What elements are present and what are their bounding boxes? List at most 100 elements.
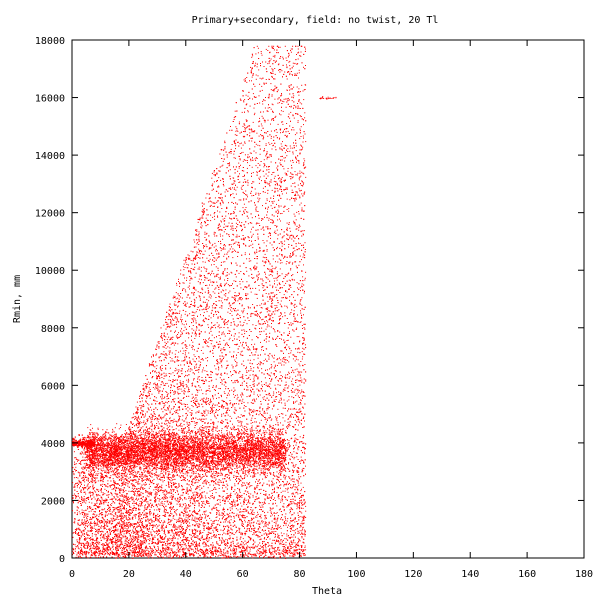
data-point (208, 539, 210, 541)
data-point (136, 526, 138, 528)
data-point (75, 463, 77, 465)
data-point (266, 523, 268, 525)
data-point (262, 502, 264, 504)
data-point (165, 368, 167, 370)
data-point (240, 480, 242, 482)
data-point (292, 509, 294, 511)
data-point (214, 197, 216, 199)
data-point (231, 489, 233, 490)
data-point (254, 313, 256, 315)
data-point (241, 310, 243, 312)
data-point (196, 363, 198, 365)
data-point (195, 320, 197, 322)
data-point (274, 146, 276, 148)
data-point (172, 515, 174, 517)
data-point (271, 548, 273, 550)
data-point (183, 259, 185, 261)
data-point (291, 413, 292, 415)
data-point (184, 391, 186, 393)
data-point (194, 333, 196, 335)
data-point (94, 439, 96, 441)
data-point (226, 410, 227, 412)
data-point (290, 147, 292, 149)
data-point (263, 501, 265, 503)
data-point (174, 398, 176, 400)
data-point (107, 504, 108, 506)
data-point (204, 513, 205, 515)
data-point (249, 520, 251, 522)
data-point (166, 539, 168, 541)
data-point (152, 557, 154, 559)
data-point (287, 97, 289, 99)
data-point (243, 405, 245, 407)
data-point (232, 427, 234, 429)
data-point (256, 66, 258, 68)
data-point (172, 543, 174, 545)
data-point (123, 526, 125, 527)
data-point (295, 434, 297, 436)
data-point (170, 542, 172, 544)
data-point (196, 234, 198, 236)
data-point (184, 552, 186, 554)
data-point (296, 400, 298, 402)
data-point (282, 390, 284, 392)
data-point (124, 539, 126, 541)
data-point (274, 305, 276, 306)
data-point (87, 480, 89, 482)
data-point (292, 370, 294, 372)
data-point (246, 286, 248, 288)
data-point (227, 280, 229, 281)
data-point (112, 459, 114, 461)
data-point (297, 552, 299, 554)
data-point (252, 55, 254, 57)
data-point (300, 189, 302, 191)
data-point (257, 536, 259, 538)
data-point (107, 502, 109, 504)
data-point (165, 383, 167, 385)
data-point (266, 472, 268, 474)
data-point (101, 533, 102, 535)
data-point (296, 442, 298, 444)
data-point (82, 534, 84, 536)
data-point (257, 279, 258, 281)
data-point (204, 231, 206, 233)
data-point (304, 502, 306, 504)
data-point (170, 495, 172, 497)
data-point (260, 134, 262, 136)
data-point (279, 137, 281, 139)
data-point (293, 481, 295, 483)
data-point (276, 475, 278, 477)
data-point (282, 100, 284, 102)
data-point (177, 320, 179, 322)
data-point (155, 500, 157, 502)
data-point (174, 518, 176, 520)
data-point (207, 433, 209, 435)
data-point (165, 496, 167, 498)
data-point (185, 523, 187, 524)
data-point (221, 221, 222, 223)
data-point (297, 531, 299, 533)
data-point (153, 551, 155, 553)
data-point (188, 549, 190, 551)
data-point (216, 512, 218, 514)
data-point (206, 539, 208, 541)
data-point (106, 494, 108, 496)
data-point (281, 306, 283, 308)
data-point (256, 297, 258, 299)
data-point (225, 481, 227, 482)
data-point (196, 543, 198, 545)
data-point (162, 439, 164, 440)
data-point (209, 433, 211, 435)
data-point (176, 317, 178, 319)
data-point (94, 516, 96, 518)
data-point (191, 432, 193, 434)
data-point (294, 496, 296, 498)
data-point (226, 226, 228, 228)
data-point (244, 142, 246, 144)
data-point (147, 533, 149, 534)
data-point (161, 396, 163, 398)
data-point (164, 438, 166, 440)
data-point (271, 319, 273, 321)
data-point (211, 172, 213, 174)
data-point (206, 469, 208, 471)
